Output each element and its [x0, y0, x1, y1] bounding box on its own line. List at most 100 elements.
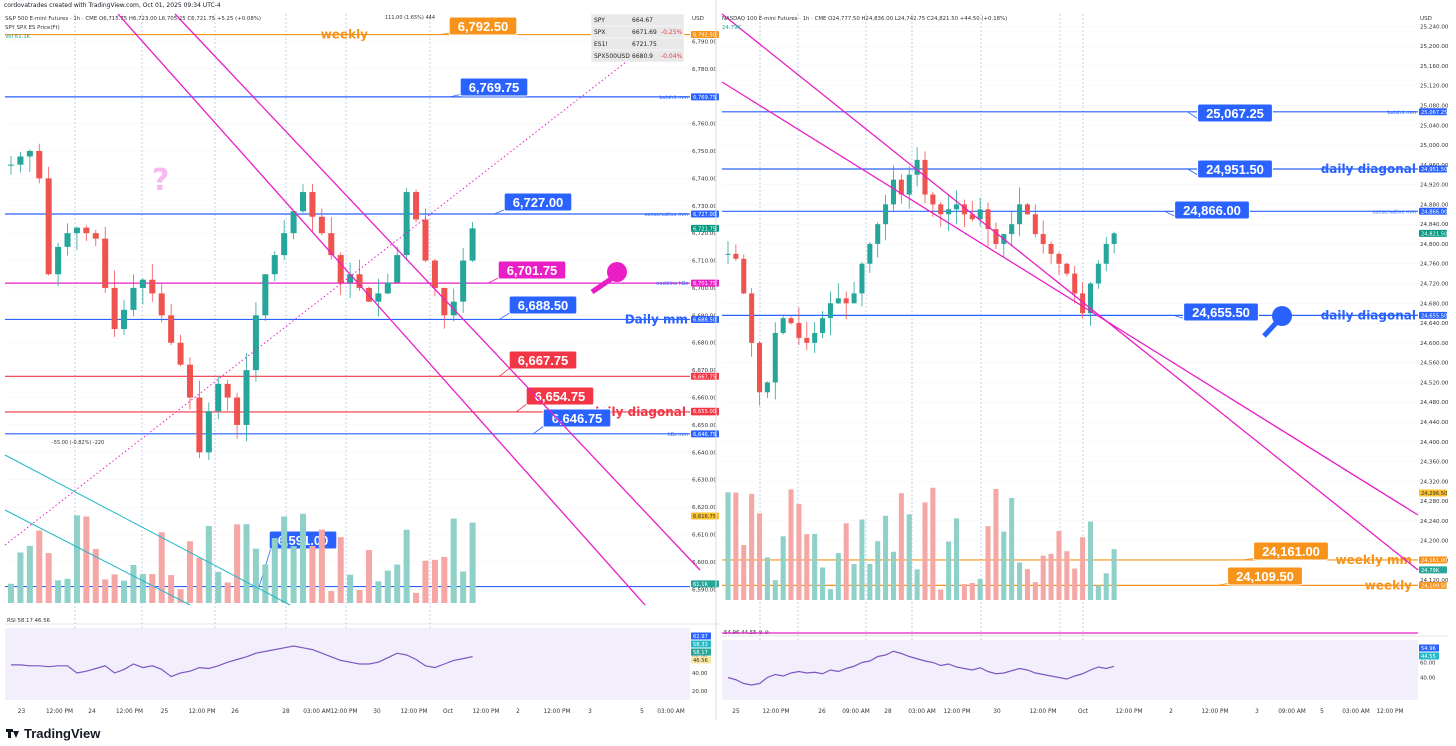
price-callout-6-792-50[interactable] [448, 16, 518, 36]
price-callout-25-067-25[interactable] [1197, 103, 1273, 123]
x-tick-label: 12:00 PM [543, 709, 570, 715]
y-tick-label: 6,720.00 [692, 231, 717, 237]
volume-bar [764, 557, 770, 600]
candle-body [309, 192, 316, 217]
rsi-axis-tag-label: 46.56 [693, 658, 708, 664]
y-tick-label: 25,120.00 [1420, 84, 1449, 90]
candle-body [938, 204, 944, 215]
tradingview-brand[interactable]: TradingView [6, 726, 100, 741]
level-tag-batshit-mm: batshit mm [1387, 110, 1416, 116]
x-tick-label: 30 [993, 709, 1001, 715]
price-callout-label: 6,792.50 [458, 19, 509, 34]
candle-body [186, 364, 193, 398]
nq-chart-panel[interactable]: 25,240.00 25,200.00 25,160.00 25,120.00 25,0… [715, 0, 1450, 720]
price-callout-6-701-75[interactable] [497, 260, 567, 280]
chart-legend-sub: SPY SPX ES Price(Ft) [5, 25, 60, 31]
volume-bar [812, 533, 818, 600]
candle-body [1103, 243, 1109, 264]
candle-body [1056, 253, 1062, 264]
volume-bar [111, 574, 118, 603]
watchlist-price: 6721.75 [632, 41, 657, 48]
price-callout-6-769-75[interactable] [459, 77, 529, 97]
volume-bar [450, 518, 457, 603]
watchlist-symbol: SPY [594, 17, 605, 24]
watchlist-symbol: SPX [594, 29, 606, 36]
x-tick-label: 24 [88, 709, 96, 715]
candle-body [851, 293, 857, 304]
level-tag-weekly: weekly [1365, 578, 1412, 592]
price-callout-24-951-50[interactable] [1197, 159, 1273, 179]
y-tick-label: 6,620.00 [692, 505, 717, 511]
es-chart-panel[interactable]: 6,790.006,780.006,770.006,760.006,750.00… [4, 10, 720, 715]
level-tag-daily-diagonal: daily diagonal [1321, 162, 1416, 176]
price-callout-6-727-00[interactable] [503, 192, 573, 212]
candle-body [271, 255, 278, 275]
volume-bar [413, 592, 420, 603]
price-callout-24-109-50[interactable] [1227, 566, 1303, 586]
key-icon [607, 262, 627, 282]
range-annotation: -55.00 (-0.82%) -220 [52, 440, 104, 446]
candle-body [843, 298, 849, 304]
axis-price-tag [691, 93, 719, 101]
axis-price-tag [691, 512, 719, 520]
volume-bar [733, 492, 739, 600]
candle-body [177, 342, 184, 365]
y-tick-label: 24,920.00 [1420, 183, 1449, 189]
volume-bar [422, 560, 429, 603]
candle-body [1072, 273, 1078, 294]
candle-body [168, 315, 175, 343]
volume-bar [930, 487, 936, 600]
x-tick-label: 12:00 PM [330, 709, 357, 715]
channel-line-lower [174, 13, 701, 571]
level-tag-neckline-hbs: neckline hBs [656, 281, 688, 287]
watchlist-change: -0.25% [661, 29, 683, 36]
volume-bar [914, 569, 920, 600]
candle-body [883, 204, 889, 225]
price-callout-6-688-50[interactable] [508, 295, 578, 315]
teal-trendline-a [4, 454, 291, 606]
volume-bar [328, 591, 335, 603]
volume-bar [347, 574, 354, 603]
volume-bar [938, 589, 944, 600]
y-tick-label: 24,360.00 [1420, 460, 1449, 466]
level-tag-weekly: weekly [321, 28, 368, 42]
rsi-band [5, 628, 690, 700]
y-tick-label: 24,520.00 [1420, 380, 1449, 386]
x-tick-label: 12:00 PM [116, 709, 143, 715]
axis-price-tag-label: 6,667.75 [693, 374, 716, 380]
price-callout-label: 25,067.25 [1206, 106, 1264, 121]
volume-bar [922, 502, 928, 600]
volume-bar [64, 578, 71, 603]
volume-bar [45, 553, 52, 603]
axis-price-tag [1419, 581, 1447, 589]
candle-body [290, 211, 297, 234]
volume-bar [946, 541, 952, 600]
price-callout-24-866-00[interactable] [1174, 200, 1250, 220]
chart-legend-ohlc: NASDAQ 100 E-mini Futures · 1h · CME O24… [722, 16, 1007, 22]
candle-body [733, 253, 739, 259]
volume-bar [215, 571, 222, 603]
axis-price-tag [691, 430, 719, 438]
price-callout-6-654-75[interactable] [525, 386, 595, 406]
candle-body [820, 318, 826, 333]
volume-bar [384, 570, 391, 603]
candle-body [890, 179, 897, 205]
currency-label: USD [692, 16, 704, 22]
watchlist-row[interactable] [590, 49, 685, 63]
volume-bar [1056, 531, 1062, 600]
volume-bar [36, 530, 43, 603]
volume-bar [290, 546, 297, 603]
candle-body [804, 337, 810, 343]
candle-body [985, 209, 991, 230]
price-callout-24-655-50[interactable] [1183, 302, 1259, 322]
axis-price-tag [691, 210, 719, 218]
candle-body [930, 194, 936, 205]
volume-legend: Vol 61.1K [5, 34, 31, 40]
chart-canvas: 6,790.006,780.006,770.006,760.006,750.00… [4, 0, 1450, 720]
price-callout-6-667-75[interactable] [508, 350, 578, 370]
axis-price-tag-label: 6,792.50 [693, 33, 716, 39]
y-tick-label: 24,200.00 [1420, 539, 1449, 545]
y-tick-label: 24,760.00 [1420, 262, 1449, 268]
price-callout-24-161-00[interactable] [1253, 541, 1329, 561]
y-tick-label: 6,660.00 [692, 396, 717, 402]
